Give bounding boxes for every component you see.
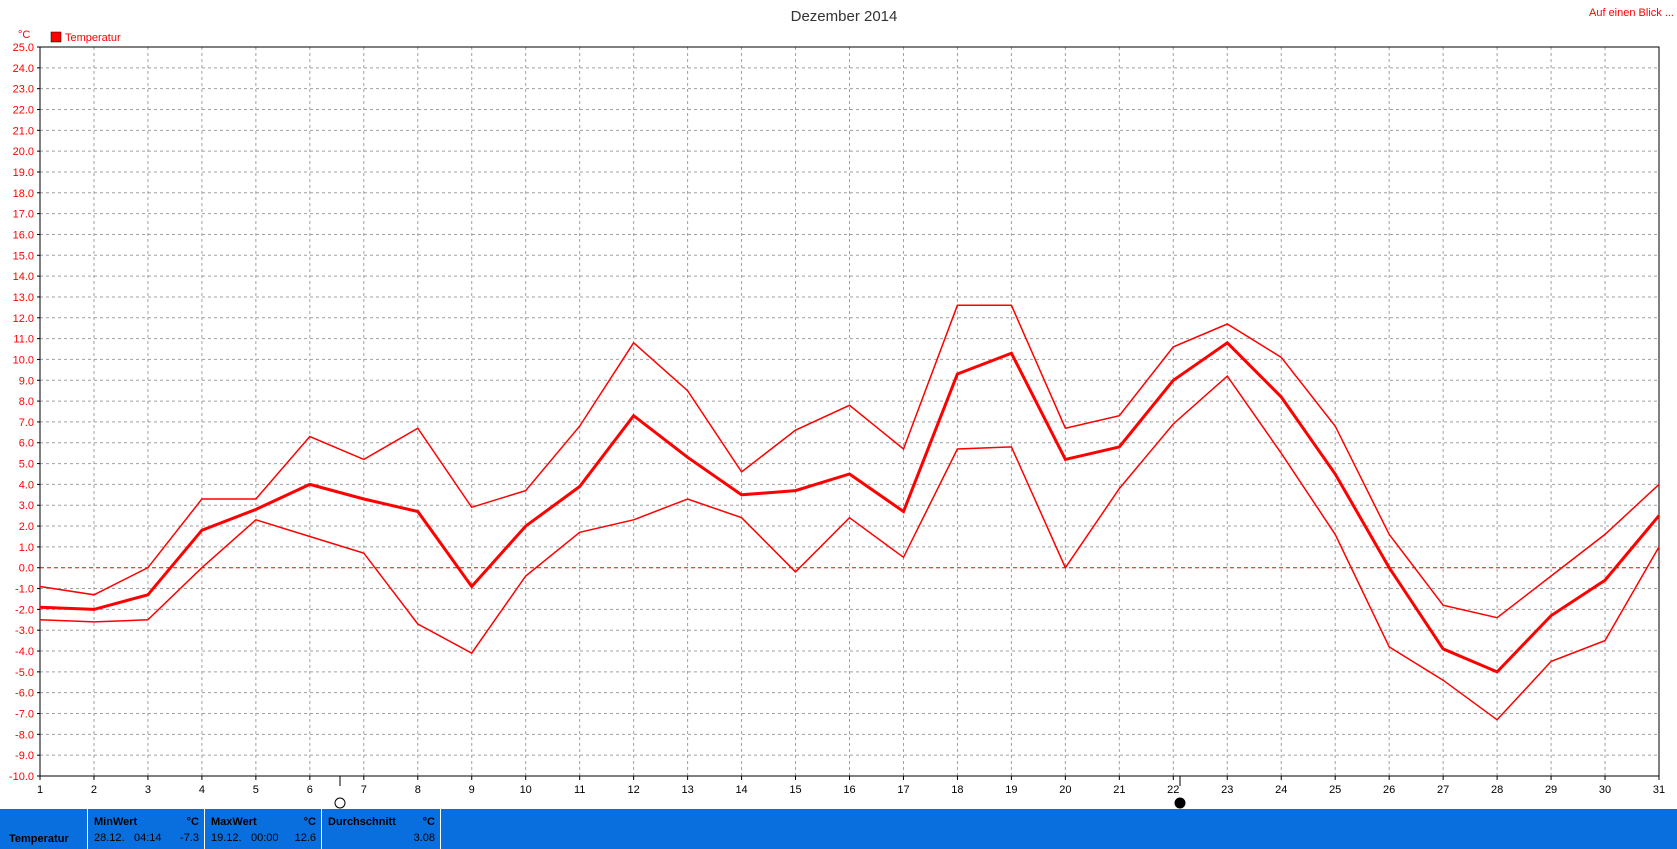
max-unit: °C <box>303 816 316 828</box>
y-tick-label: -10.0 <box>9 771 34 783</box>
y-tick-label: -8.0 <box>15 729 34 741</box>
y-tick-label: -4.0 <box>15 646 34 658</box>
legend-label: Temperatur <box>65 32 121 44</box>
x-tick-label: 21 <box>1113 784 1125 796</box>
y-tick-label: -2.0 <box>15 604 34 616</box>
legend-swatch <box>50 31 62 43</box>
y-tick-label: 9.0 <box>19 375 34 387</box>
x-tick-label: 12 <box>628 784 640 796</box>
x-tick-label: 13 <box>681 784 693 796</box>
y-tick-label: 1.0 <box>19 542 34 554</box>
x-tick-label: 15 <box>789 784 801 796</box>
x-tick-label: 4 <box>199 784 205 796</box>
y-tick-label: 18.0 <box>13 188 34 200</box>
y-tick-label: 10.0 <box>13 354 34 366</box>
y-tick-label: 21.0 <box>13 125 34 137</box>
x-tick-label: 30 <box>1599 784 1611 796</box>
min-date: 28.12. <box>94 832 125 844</box>
y-tick-label: -3.0 <box>15 625 34 637</box>
y-tick-label: 6.0 <box>19 438 34 450</box>
x-tick-label: 14 <box>735 784 747 796</box>
x-tick-label: 6 <box>307 784 313 796</box>
series-line-min <box>39 374 1660 721</box>
min-value: -7.3 <box>180 832 199 844</box>
x-tick-label: 1 <box>37 784 43 796</box>
y-tick-label: 16.0 <box>13 229 34 241</box>
new-moon-icon <box>1174 776 1186 809</box>
avg-value: 3.08 <box>413 832 435 844</box>
x-tick-label: 20 <box>1059 784 1071 796</box>
min-unit: °C <box>186 816 199 828</box>
chart-title: Dezember 2014 <box>791 8 898 25</box>
y-tick-label: -9.0 <box>15 750 34 762</box>
x-tick-label: 8 <box>415 784 421 796</box>
x-tick-label: 16 <box>843 784 855 796</box>
y-tick-label: 14.0 <box>13 271 34 283</box>
y-tick-label: 24.0 <box>13 63 34 75</box>
y-tick-label: 17.0 <box>13 209 34 221</box>
min-time: 04:14 <box>134 832 162 844</box>
x-tick-label: 27 <box>1437 784 1449 796</box>
y-tick-label: 3.0 <box>19 500 34 512</box>
x-tick-label: 19 <box>1005 784 1017 796</box>
x-tick-label: 11 <box>574 784 585 796</box>
x-tick-label: 24 <box>1275 784 1287 796</box>
stats-series-cell: Temperatur <box>0 809 88 849</box>
y-tick-label: 25.0 <box>13 42 34 54</box>
x-tick-label: 7 <box>361 784 367 796</box>
y-tick-label: 0.0 <box>19 563 34 575</box>
max-header: MaxWert <box>211 816 257 828</box>
full-moon-icon <box>334 776 346 809</box>
x-tick-label: 29 <box>1545 784 1557 796</box>
stats-avg-cell: Durchschnitt °C 3.08 <box>322 809 441 849</box>
chart: Dezember 2014 Auf einen Blick ... °C Tem… <box>9 7 1674 809</box>
avg-header: Durchschnitt <box>328 816 396 828</box>
y-tick-label: 13.0 <box>13 292 34 304</box>
plot-frame <box>39 46 1660 777</box>
y-tick-label: 12.0 <box>13 313 34 325</box>
y-tick-label: 19.0 <box>13 167 34 179</box>
x-tick-label: 17 <box>897 784 909 796</box>
y-tick-label: 4.0 <box>19 479 34 491</box>
y-tick-label: 8.0 <box>19 396 34 408</box>
max-date: 19.12. <box>211 832 242 844</box>
overview-link[interactable]: Auf einen Blick ... <box>1589 7 1674 19</box>
x-tick-label: 22 <box>1167 784 1179 796</box>
x-tick-label: 3 <box>145 784 151 796</box>
x-tick-label: 5 <box>253 784 259 796</box>
x-tick-label: 2 <box>91 784 97 796</box>
x-tick-label: 28 <box>1491 784 1503 796</box>
min-header: MinWert <box>94 816 138 828</box>
y-tick-label: -7.0 <box>15 709 34 721</box>
x-tick-label: 26 <box>1383 784 1395 796</box>
y-tick-label: 20.0 <box>13 146 34 158</box>
y-tick-label: -5.0 <box>15 667 34 679</box>
y-tick-label: 15.0 <box>13 250 34 262</box>
y-tick-label: -1.0 <box>15 584 34 596</box>
y-axis-unit: °C <box>18 29 30 41</box>
x-tick-label: 23 <box>1221 784 1233 796</box>
stats-min-cell: MinWert °C 28.12. 04:14 -7.3 <box>88 809 205 849</box>
series-line-mean <box>39 340 1661 674</box>
x-tick-label: 31 <box>1653 784 1665 796</box>
y-tick-label: -6.0 <box>15 688 34 700</box>
y-tick-label: 11.0 <box>13 334 34 346</box>
y-tick-label: 2.0 <box>19 521 34 533</box>
stats-bar: Temperatur MinWert °C 28.12. 04:14 -7.3 … <box>0 809 1677 849</box>
y-tick-label: 23.0 <box>13 84 34 96</box>
y-tick-label: 7.0 <box>19 417 34 429</box>
x-tick-label: 25 <box>1329 784 1341 796</box>
max-value: 12.6 <box>294 832 316 844</box>
series-line-max <box>39 304 1660 619</box>
x-tick-label: 9 <box>469 784 475 796</box>
x-tick-label: 18 <box>951 784 963 796</box>
stats-max-cell: MaxWert °C 19.12. 00:00 12.6 <box>205 809 322 849</box>
x-tick-label: 10 <box>520 784 532 796</box>
stats-series-label: Temperatur <box>9 833 69 845</box>
y-tick-label: 22.0 <box>13 104 34 116</box>
avg-unit: °C <box>422 816 435 828</box>
max-time: 00:00 <box>251 832 279 844</box>
y-tick-label: 5.0 <box>19 459 34 471</box>
